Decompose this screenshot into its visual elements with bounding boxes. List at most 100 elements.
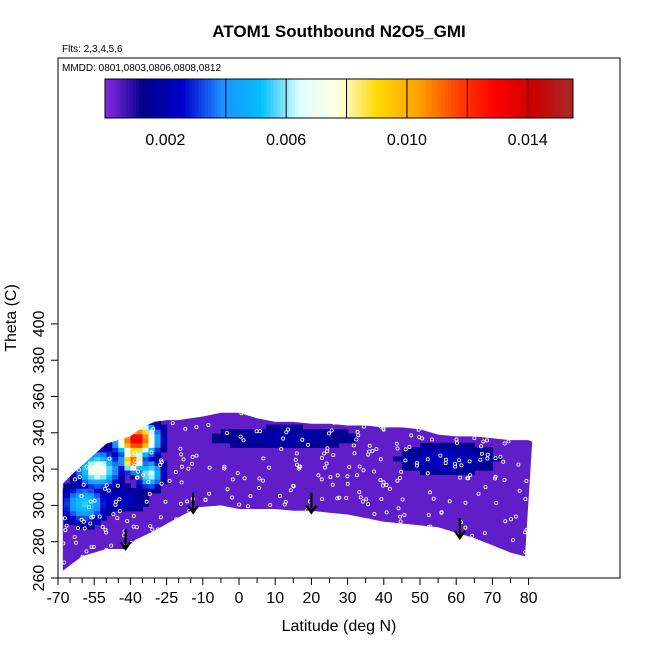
heatmap-cell xyxy=(142,433,150,439)
observation-point xyxy=(498,454,503,459)
observation-point xyxy=(316,473,321,478)
heatmap-cell xyxy=(420,451,430,457)
heatmap-cell xyxy=(64,506,71,512)
observation-point xyxy=(459,463,464,468)
y-axis-label: Theta (C) xyxy=(3,284,20,352)
heatmap-cell xyxy=(124,438,131,444)
observation-point xyxy=(103,527,108,532)
observation-point xyxy=(63,528,68,533)
observation-point xyxy=(109,543,114,548)
heatmap-cell xyxy=(311,442,322,448)
observation-point xyxy=(427,490,432,495)
heatmap-cell xyxy=(465,442,475,448)
heatmap-cell xyxy=(94,519,101,525)
heatmap-cell xyxy=(130,488,137,494)
heatmap-cell xyxy=(112,492,119,498)
observation-point xyxy=(237,502,242,507)
observation-point xyxy=(203,558,208,563)
heatmap-cell xyxy=(302,438,313,444)
observation-point xyxy=(106,488,111,493)
heatmap-cell xyxy=(420,442,430,448)
observation-point xyxy=(186,466,191,471)
heatmap-cell xyxy=(410,451,421,457)
observation-point xyxy=(493,474,498,479)
colorbar-segment xyxy=(548,79,552,118)
observation-point xyxy=(203,497,208,502)
y-tick-label: 340 xyxy=(31,419,48,446)
observation-point xyxy=(502,552,507,557)
observation-point xyxy=(380,423,385,428)
observation-point xyxy=(485,456,490,461)
x-axis: -70 -55 -40 -25 -10 0 10 20 30 40 50 60 70 80 xyxy=(46,578,538,607)
heatmap-cell xyxy=(293,433,303,439)
observation-point xyxy=(508,517,513,522)
heatmap-cell xyxy=(100,474,107,480)
heatmap-cell xyxy=(465,460,475,466)
colorbar: 0.002 0.006 0.010 0.014 xyxy=(104,78,574,149)
observation-point xyxy=(503,519,508,524)
heatmap-cell xyxy=(106,447,113,453)
observation-point xyxy=(183,426,188,431)
heatmap-cell xyxy=(88,470,95,476)
heatmap-cell xyxy=(136,456,143,462)
heatmap-cell xyxy=(106,501,113,507)
observation-point xyxy=(354,473,359,478)
observation-point xyxy=(494,500,499,505)
observation-point xyxy=(475,553,480,558)
heatmap-cell xyxy=(124,424,131,430)
colorbar-segment xyxy=(317,79,321,118)
colorbar-segment xyxy=(211,79,215,118)
heatmap-cell xyxy=(302,429,313,435)
heatmap-cell xyxy=(154,442,162,448)
heatmap-cell xyxy=(112,442,119,448)
heatmap-cell xyxy=(82,497,89,503)
observation-point xyxy=(62,541,66,546)
heatmap-cell xyxy=(154,447,162,453)
observation-point xyxy=(325,446,330,451)
heatmap-cell xyxy=(154,483,162,489)
heatmap-cell xyxy=(160,470,168,476)
heatmap-cell xyxy=(142,492,150,498)
observation-point xyxy=(158,540,163,545)
observation-point xyxy=(212,513,217,518)
heatmap-cell xyxy=(64,501,71,507)
observation-point xyxy=(395,446,400,451)
x-tick-label: -55 xyxy=(83,590,106,607)
colorbar-segment xyxy=(417,79,421,118)
observation-point xyxy=(478,457,483,462)
observation-point xyxy=(305,442,310,447)
heatmap-cell xyxy=(275,424,285,430)
observation-point xyxy=(344,545,349,550)
heatmap-cell xyxy=(130,420,137,426)
colorbar-segment xyxy=(285,79,290,118)
colorbar-segment xyxy=(435,79,440,118)
colorbar-segment xyxy=(304,79,309,118)
colorbar-segment xyxy=(114,79,118,118)
observation-point xyxy=(484,438,489,443)
heatmap-cell xyxy=(124,465,131,471)
heatmap-cell xyxy=(284,424,294,430)
colorbar-segment xyxy=(332,79,337,118)
colorbar-segment xyxy=(345,79,349,118)
colorbar-segment xyxy=(270,79,274,118)
observation-point xyxy=(371,469,376,474)
heatmap-cell xyxy=(447,447,457,453)
observation-point xyxy=(104,483,109,488)
heatmap-cell xyxy=(106,497,113,503)
heatmap-cell xyxy=(148,415,156,421)
colorbar-segment xyxy=(382,79,387,118)
heatmap-cell xyxy=(438,460,448,466)
heatmap-cell xyxy=(154,460,162,466)
x-tick-label: 0 xyxy=(235,590,244,607)
observation-point xyxy=(310,546,315,551)
observation-point xyxy=(226,558,231,563)
observation-point xyxy=(357,464,362,469)
heatmap-cell xyxy=(302,442,313,448)
observation-point xyxy=(395,478,400,483)
observation-point xyxy=(302,416,307,421)
arrow-markers xyxy=(119,492,466,551)
observation-point xyxy=(79,517,84,522)
observation-point xyxy=(326,431,331,436)
colorbar-segment xyxy=(348,79,352,118)
observation-point xyxy=(378,457,383,462)
